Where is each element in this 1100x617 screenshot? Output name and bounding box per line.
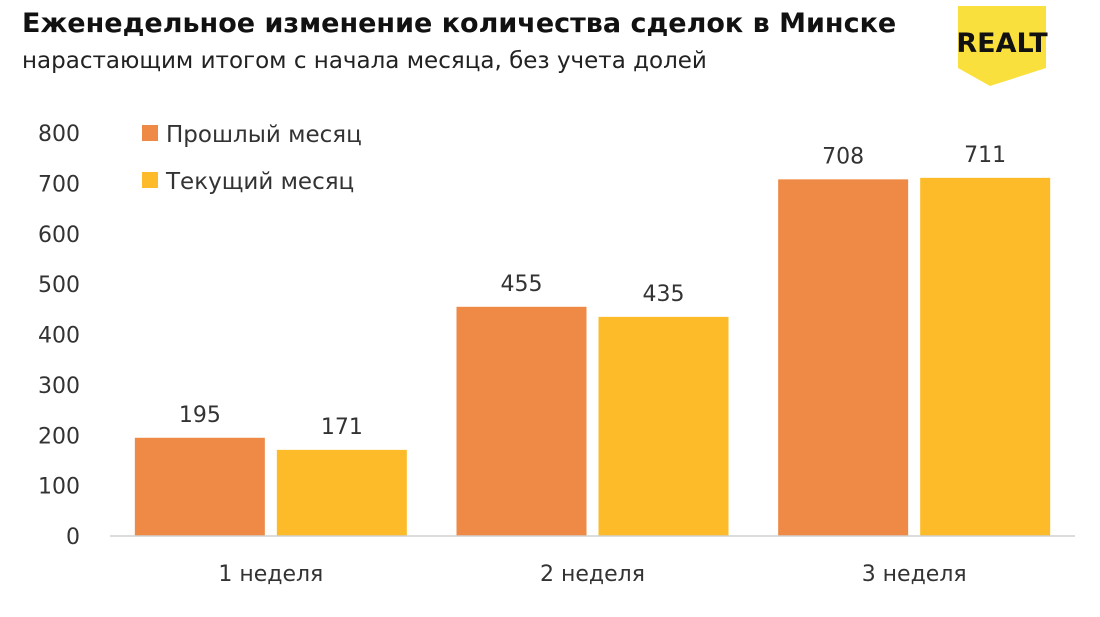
bar-previous-month bbox=[456, 306, 587, 536]
data-label: 171 bbox=[321, 415, 363, 440]
realt-logo: REALT bbox=[956, 6, 1048, 86]
legend: Прошлый месяц Текущий месяц bbox=[142, 122, 362, 195]
x-category-label: 1 неделя bbox=[218, 562, 323, 587]
legend-label: Прошлый месяц bbox=[166, 122, 362, 148]
x-axis: 1 неделя 2 неделя 3 неделя bbox=[110, 535, 1075, 587]
logo-text: REALT bbox=[956, 28, 1048, 59]
bars bbox=[134, 177, 1051, 537]
y-tick-label: 500 bbox=[38, 273, 80, 298]
data-label: 195 bbox=[179, 403, 221, 428]
data-label: 711 bbox=[964, 143, 1006, 168]
logo-background bbox=[958, 6, 1046, 86]
y-tick-label: 400 bbox=[38, 324, 80, 349]
data-label: 435 bbox=[643, 282, 685, 307]
y-tick-label: 800 bbox=[38, 122, 80, 147]
bar-current-month bbox=[276, 449, 407, 536]
data-label: 455 bbox=[501, 272, 543, 297]
bar-previous-month bbox=[134, 437, 265, 536]
chart-title: Еженедельное изменение количества сделок… bbox=[22, 8, 897, 39]
legend-swatch bbox=[142, 172, 158, 188]
bar-previous-month bbox=[778, 179, 909, 536]
chart-subtitle: нарастающим итогом с начала месяца, без … bbox=[22, 48, 707, 74]
y-tick-label: 200 bbox=[38, 424, 80, 449]
bar-current-month bbox=[920, 177, 1051, 537]
legend-swatch bbox=[142, 125, 158, 141]
legend-label: Текущий месяц bbox=[165, 169, 354, 195]
bar-current-month bbox=[598, 316, 729, 536]
y-axis: 0 100 200 300 400 500 600 700 800 bbox=[38, 122, 80, 550]
x-category-label: 2 неделя bbox=[540, 562, 645, 587]
y-tick-label: 0 bbox=[66, 525, 80, 550]
y-tick-label: 100 bbox=[38, 475, 80, 500]
y-tick-label: 600 bbox=[38, 223, 80, 248]
x-category-label: 3 неделя bbox=[862, 562, 967, 587]
y-tick-label: 700 bbox=[38, 172, 80, 197]
data-labels: 195 171 455 435 708 711 bbox=[179, 143, 1006, 440]
data-label: 708 bbox=[822, 144, 864, 169]
y-tick-label: 300 bbox=[38, 374, 80, 399]
